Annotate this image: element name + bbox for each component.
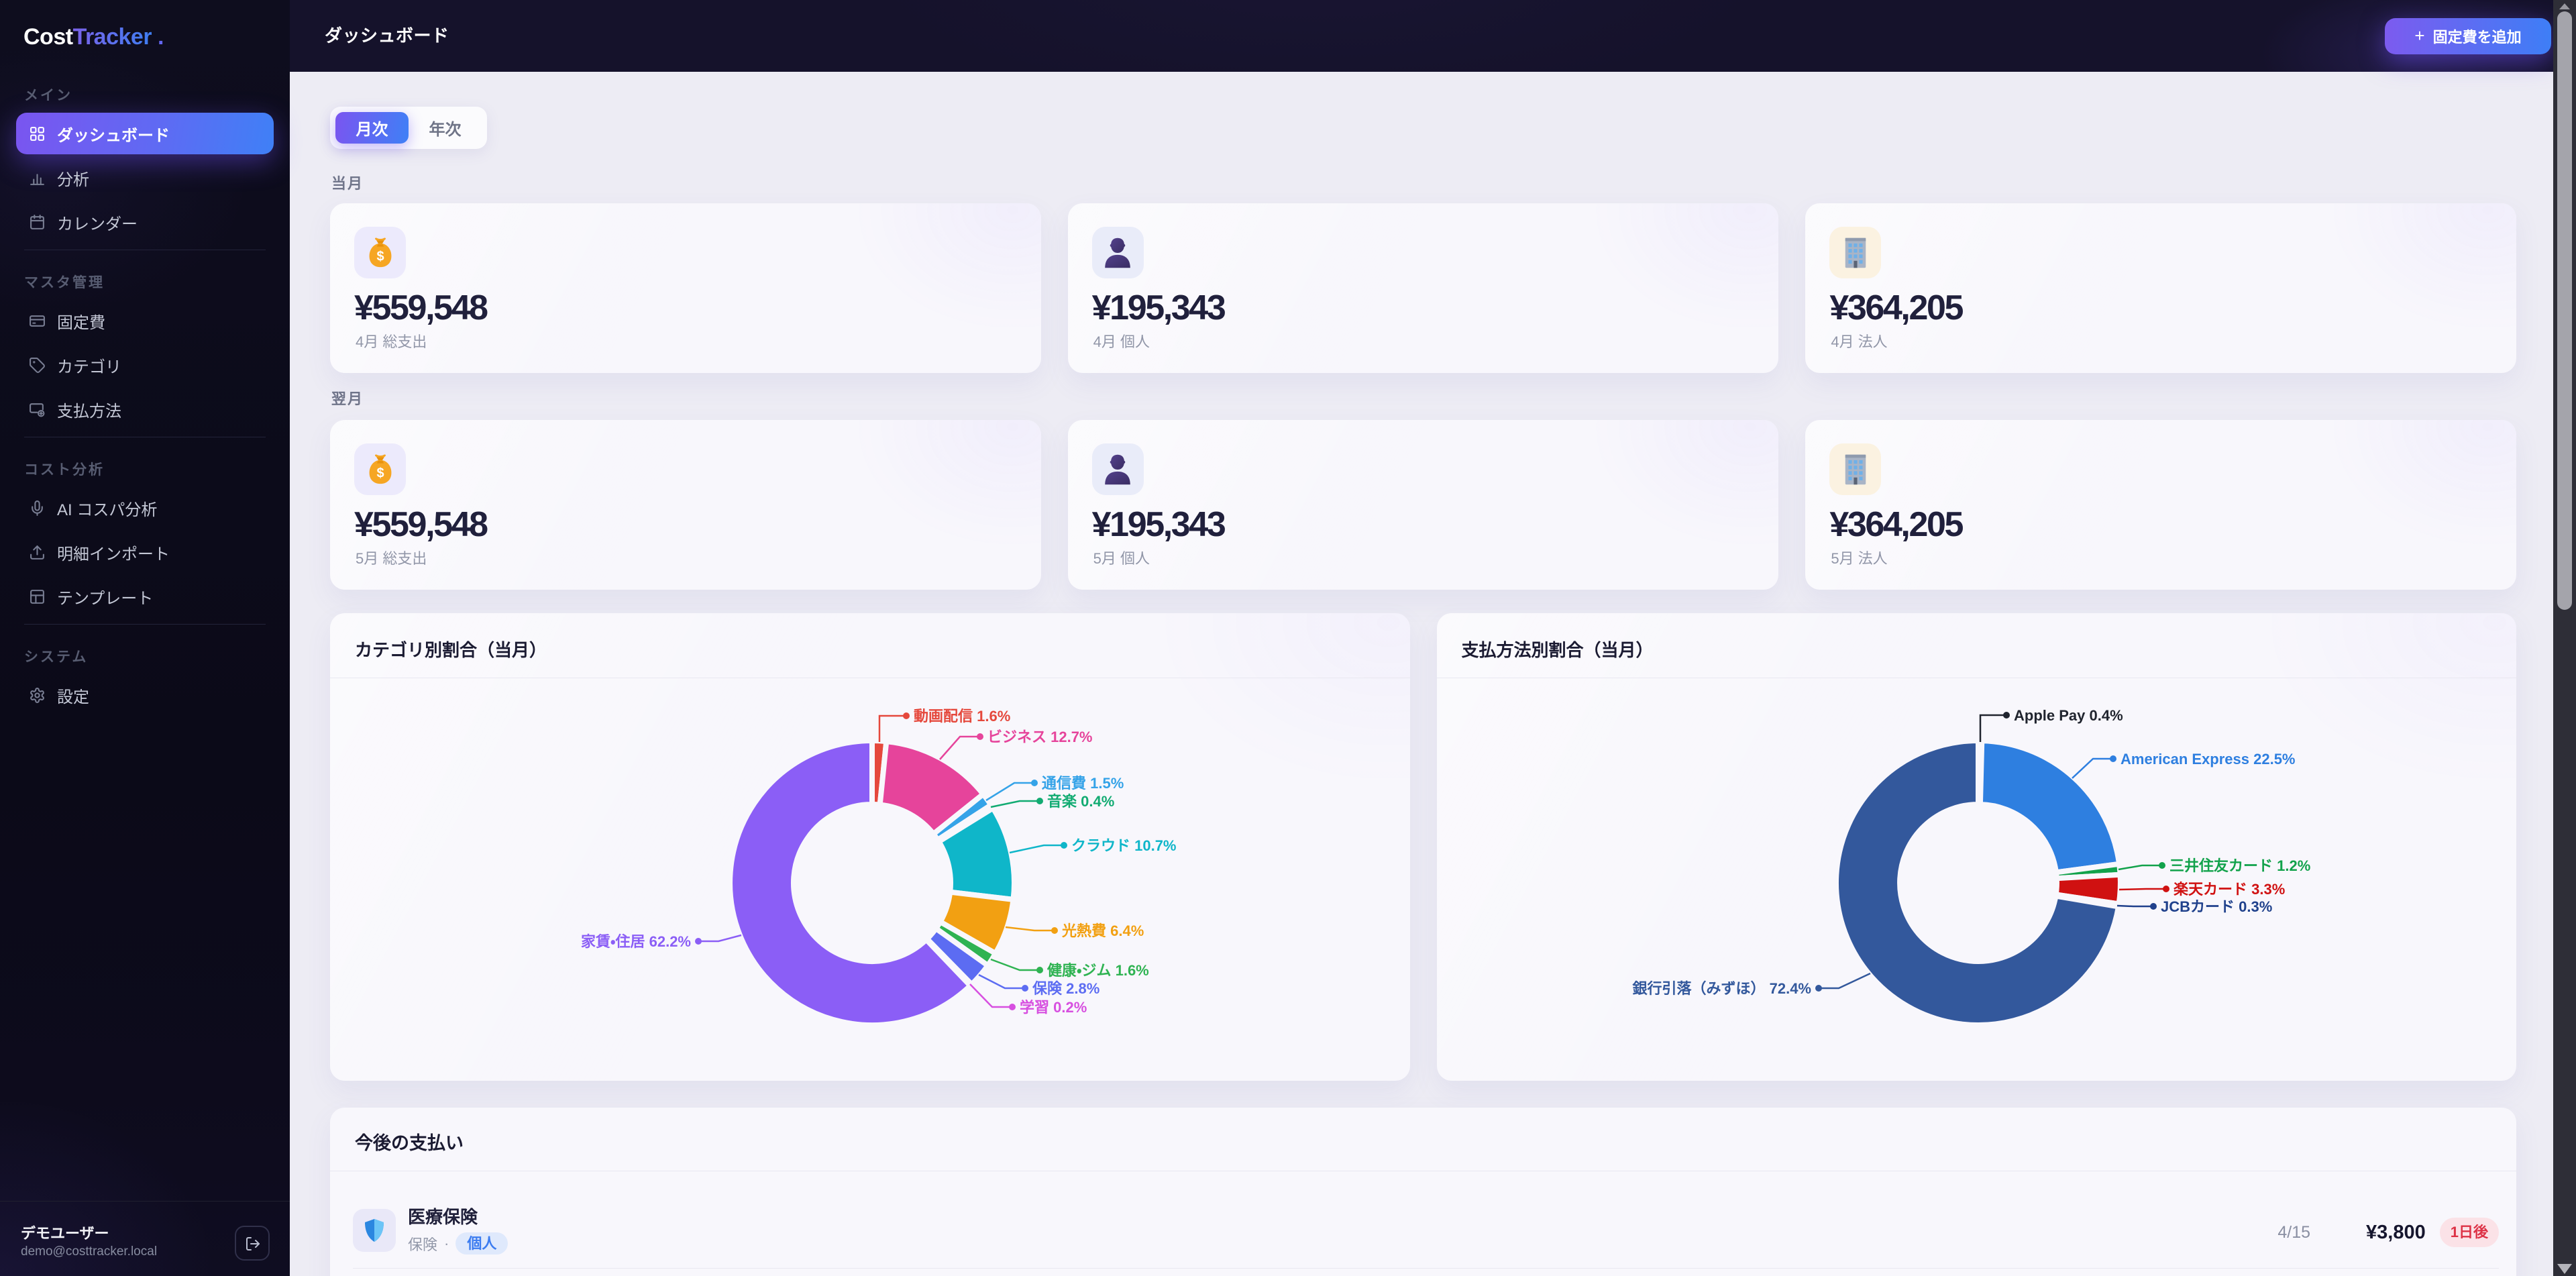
svg-text:保険 2.8%: 保険 2.8%	[1032, 980, 1099, 997]
svg-text:American Express 22.5%: American Express 22.5%	[2121, 751, 2296, 767]
svg-text:クラウド 10.7%: クラウド 10.7%	[1071, 837, 1177, 854]
svg-text:$: $	[376, 466, 384, 480]
svg-text:楽天カード 3.3%: 楽天カード 3.3%	[2174, 881, 2285, 898]
svg-text:銀行引落（みずほ） 72.4%: 銀行引落（みずほ） 72.4%	[1631, 980, 1811, 997]
svg-text:学習 0.2%: 学習 0.2%	[1020, 999, 1087, 1016]
svg-text:三井住友カード 1.2%: 三井住友カード 1.2%	[2169, 857, 2310, 874]
svg-text:家賃・住居 62.2%: 家賃・住居 62.2%	[581, 933, 691, 950]
svg-text:$: $	[376, 249, 384, 264]
svg-text:動画配信 1.6%: 動画配信 1.6%	[914, 708, 1010, 725]
svg-text:通信費 1.5%: 通信費 1.5%	[1042, 775, 1124, 792]
svg-text:健康・ジム 1.6%: 健康・ジム 1.6%	[1046, 962, 1149, 979]
svg-text:JCBカード 0.3%: JCBカード 0.3%	[2161, 898, 2272, 915]
svg-text:音楽 0.4%: 音楽 0.4%	[1047, 793, 1114, 810]
svg-text:光熱費 6.4%: 光熱費 6.4%	[1061, 922, 1144, 939]
svg-text:Apple Pay 0.4%: Apple Pay 0.4%	[2014, 707, 2123, 724]
svg-text:ビジネス 12.7%: ビジネス 12.7%	[987, 729, 1093, 745]
